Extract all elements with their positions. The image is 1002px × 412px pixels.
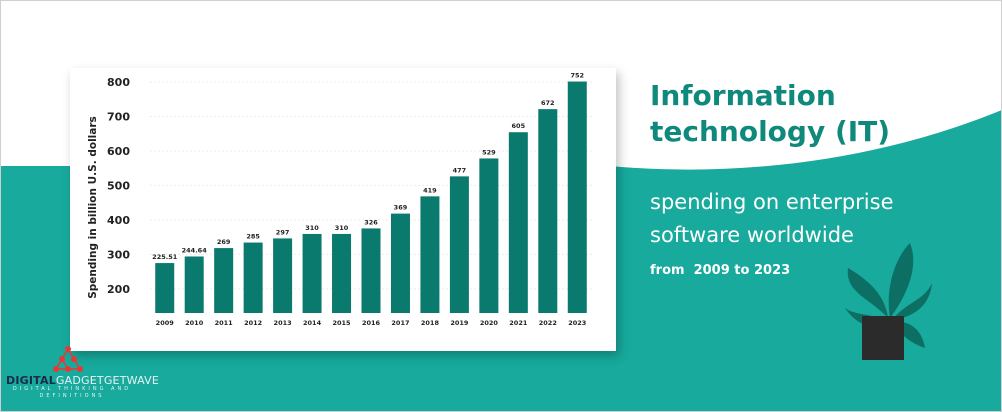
data-label: 310: [305, 224, 319, 232]
x-tick-label: 2015: [332, 319, 351, 327]
x-tick-label: 2019: [450, 319, 469, 327]
subtitle-line-2: software worldwide: [650, 223, 854, 247]
data-label: 297: [276, 228, 290, 236]
bar-chart: 200 300 400 500 600 700 800 Spending in billion…: [87, 72, 592, 327]
bar-2012: [243, 242, 263, 313]
bar-2018: [420, 196, 440, 313]
title-line-2: technology (IT): [650, 115, 891, 148]
bar-2015: [332, 233, 352, 313]
data-label: 529: [482, 148, 496, 156]
subtitle-line-1: spending on enterprise: [650, 190, 894, 214]
data-label: 285: [246, 233, 260, 241]
bar-2009: [155, 263, 175, 313]
data-label: 244.64: [182, 246, 208, 254]
data-label: 419: [423, 186, 437, 194]
data-label: 477: [453, 166, 467, 174]
bar-2016: [361, 228, 381, 313]
x-tick-label: 2017: [391, 319, 409, 327]
x-tick-label: 2021: [509, 319, 528, 327]
x-tick-label: 2022: [539, 319, 557, 327]
bar-2011: [214, 248, 234, 313]
data-label: 269: [217, 238, 231, 246]
data-label: 672: [541, 99, 555, 107]
y-tick-label: 800: [107, 76, 130, 89]
x-tick-label: 2012: [244, 319, 262, 327]
headline-title: Information technology (IT): [650, 78, 890, 150]
x-tick-label: 2023: [568, 319, 586, 327]
x-tick-label: 2010: [185, 319, 204, 327]
logo-name-rest: GADGETGETWAVE: [55, 374, 159, 387]
logo-name-bold: DIGITAL: [6, 374, 56, 387]
logo-icon: [53, 346, 83, 372]
bar-2010: [184, 256, 204, 313]
headline-subtitle: spending on enterprise software worldwid…: [650, 186, 894, 252]
y-tick-label: 600: [107, 145, 130, 158]
title-line-1: Information: [650, 79, 836, 112]
data-label: 605: [512, 122, 526, 130]
y-tick-label: 200: [107, 283, 130, 296]
x-tick-label: 2020: [480, 319, 499, 327]
date-range: from 2009 to 2023: [650, 263, 791, 278]
bar-2014: [302, 233, 322, 313]
y-tick-label: 700: [107, 110, 130, 123]
bar-2021: [508, 132, 528, 313]
data-label: 310: [335, 224, 349, 232]
x-tick-label: 2011: [215, 319, 234, 327]
logo-tagline: DIGITAL THINKING AND DEFINITIONS: [12, 386, 132, 399]
x-tick-label: 2016: [362, 319, 381, 327]
bar-2023: [567, 81, 587, 313]
y-tick-label: 400: [107, 214, 130, 227]
y-tick-label: 500: [107, 179, 130, 192]
y-axis-label: Spending in billion U.S. dollars: [87, 116, 99, 299]
data-label: 326: [364, 218, 378, 226]
data-label: 225.51: [152, 253, 178, 261]
plant-icon: [845, 243, 932, 360]
x-tick-label: 2013: [274, 319, 292, 327]
x-tick-label: 2009: [156, 319, 175, 327]
x-tick-label: 2014: [303, 319, 322, 327]
bar-2022: [538, 109, 558, 313]
y-tick-label: 300: [107, 248, 130, 261]
data-label: 369: [394, 204, 408, 212]
bar-2017: [390, 213, 410, 313]
bar-2013: [273, 238, 293, 313]
x-tick-label: 2018: [421, 319, 440, 327]
bar-2019: [449, 176, 469, 313]
bar-2020: [479, 158, 499, 313]
data-label: 752: [570, 72, 584, 80]
logo-name: DIGITALGADGETGETWAVE: [6, 374, 159, 387]
